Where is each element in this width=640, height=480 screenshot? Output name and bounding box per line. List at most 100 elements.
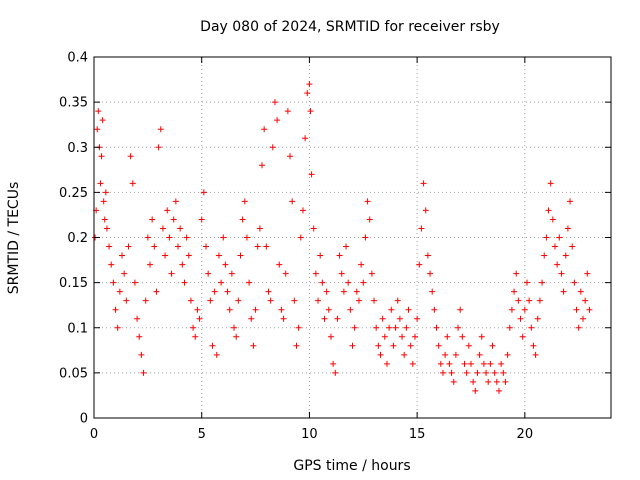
data-point xyxy=(517,315,524,322)
data-point xyxy=(166,234,173,241)
data-point xyxy=(233,333,240,340)
data-point xyxy=(261,126,268,133)
data-point xyxy=(280,315,287,322)
data-point xyxy=(353,288,360,295)
data-point xyxy=(478,333,485,340)
grid-layer xyxy=(94,57,611,418)
data-point xyxy=(237,252,244,259)
data-point xyxy=(183,234,190,241)
data-point xyxy=(138,351,145,358)
data-point xyxy=(519,333,526,340)
data-point xyxy=(343,243,350,250)
data-point xyxy=(235,297,242,304)
data-point xyxy=(312,270,319,277)
data-point xyxy=(99,117,106,124)
data-point xyxy=(472,387,479,394)
data-point xyxy=(556,234,563,241)
data-point xyxy=(241,198,248,205)
data-point xyxy=(151,243,158,250)
data-point xyxy=(106,243,113,250)
data-point xyxy=(562,252,569,259)
data-point xyxy=(222,261,229,268)
y-tick-label: 0 xyxy=(80,412,88,427)
data-point xyxy=(541,252,548,259)
data-point xyxy=(431,306,438,313)
data-point xyxy=(179,261,186,268)
y-tick-label: 0.4 xyxy=(67,51,88,66)
data-point xyxy=(248,315,255,322)
data-point xyxy=(243,234,250,241)
y-axis-label: SRMTID / TECUs xyxy=(6,182,22,295)
y-tick-label: 0.05 xyxy=(59,366,88,381)
data-point xyxy=(567,198,574,205)
data-point xyxy=(506,324,513,331)
data-point xyxy=(416,261,423,268)
data-point xyxy=(198,216,205,223)
data-point xyxy=(220,234,227,241)
data-point xyxy=(461,360,468,367)
data-point xyxy=(103,225,110,232)
data-point xyxy=(246,279,253,286)
data-point xyxy=(336,252,343,259)
data-point xyxy=(437,360,444,367)
data-point xyxy=(310,225,317,232)
data-point xyxy=(446,360,453,367)
data-point xyxy=(448,369,455,376)
data-point xyxy=(121,270,128,277)
data-point xyxy=(521,306,528,313)
data-point xyxy=(231,324,238,331)
data-point xyxy=(373,324,380,331)
data-point xyxy=(467,360,474,367)
data-point xyxy=(414,315,421,322)
data-point xyxy=(358,261,365,268)
data-point xyxy=(489,342,496,349)
data-point xyxy=(100,198,107,205)
data-point xyxy=(515,297,522,304)
data-point xyxy=(168,270,175,277)
data-point xyxy=(379,315,386,322)
data-point xyxy=(308,171,315,178)
data-point xyxy=(252,306,259,313)
data-point xyxy=(457,306,464,313)
data-point xyxy=(545,207,552,214)
data-point xyxy=(409,360,416,367)
data-point xyxy=(584,270,591,277)
data-point xyxy=(364,198,371,205)
data-point xyxy=(403,324,410,331)
data-point xyxy=(172,198,179,205)
data-point xyxy=(349,342,356,349)
x-tick-label: 20 xyxy=(517,427,534,442)
data-point xyxy=(123,297,130,304)
data-point xyxy=(190,324,197,331)
data-point xyxy=(177,225,184,232)
data-point xyxy=(405,306,412,313)
data-point xyxy=(511,288,518,295)
data-point xyxy=(427,270,434,277)
data-point xyxy=(282,270,289,277)
data-point xyxy=(239,216,246,223)
y-tick-label: 0.1 xyxy=(67,321,88,336)
data-point xyxy=(299,207,306,214)
data-point xyxy=(338,270,345,277)
data-point xyxy=(429,288,436,295)
data-point xyxy=(175,243,182,250)
data-point xyxy=(375,342,382,349)
data-point xyxy=(170,216,177,223)
data-point xyxy=(127,153,134,160)
data-point xyxy=(470,378,477,385)
data-point xyxy=(355,297,362,304)
data-point xyxy=(157,126,164,133)
data-point xyxy=(465,342,472,349)
data-point xyxy=(101,216,108,223)
data-point xyxy=(386,324,393,331)
data-point xyxy=(411,333,418,340)
data-point xyxy=(185,252,192,259)
data-point xyxy=(284,108,291,115)
data-point xyxy=(307,108,314,115)
data-point xyxy=(263,243,270,250)
y-tick-label: 0.3 xyxy=(67,141,88,156)
data-point xyxy=(439,369,446,376)
data-point xyxy=(383,360,390,367)
data-point xyxy=(543,234,550,241)
